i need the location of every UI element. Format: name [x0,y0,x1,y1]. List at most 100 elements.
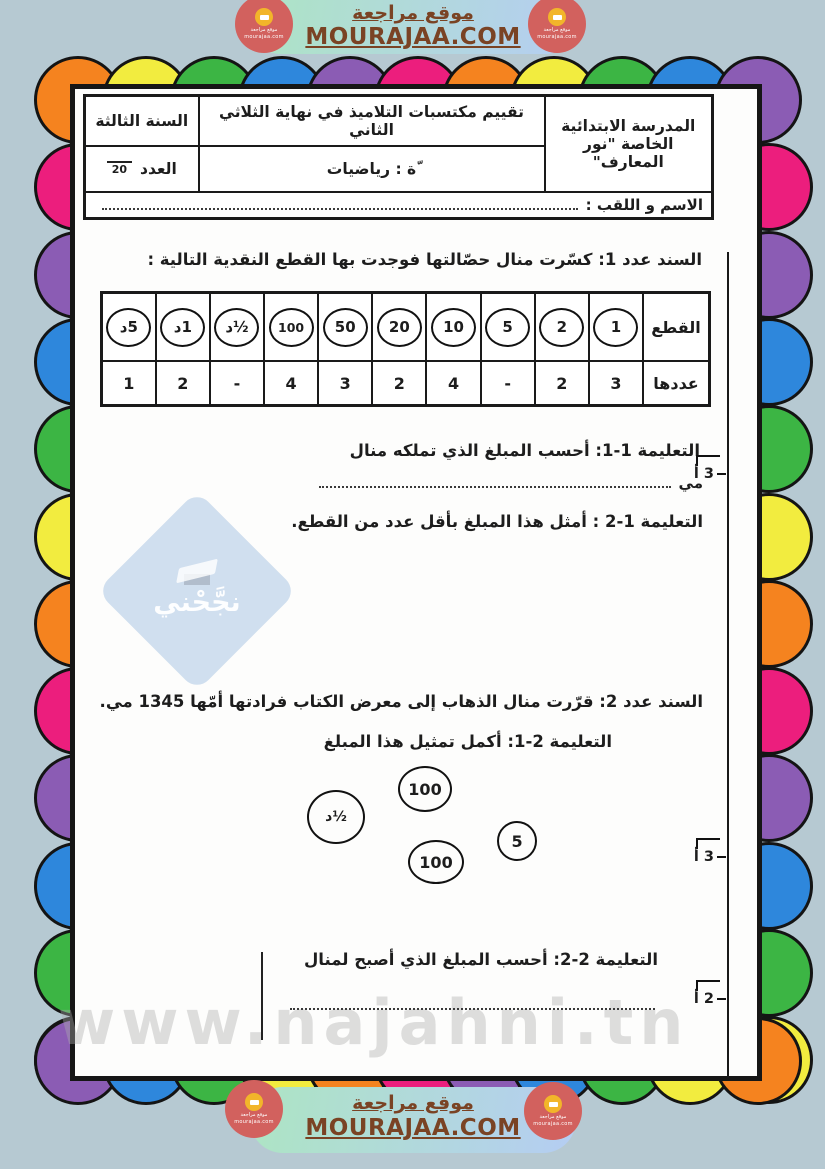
mourajaa-banner-top [247,0,579,54]
coin-cell: 5 [479,291,536,362]
logo-url-text: mourajaa.com [234,1119,274,1125]
coin-row-labels: القطع 1 2 5 10 20 50 100 ½د 1د 5د [100,291,711,362]
coins-header: القطع [642,291,711,362]
coin: 20 [376,307,422,347]
coin-count-cell: 4 [425,360,482,407]
year-cell: السنة الثالثة [83,94,200,147]
name-label: الاسم و اللقب : [585,195,703,214]
logo-url-text: mourajaa.com [244,34,284,40]
instruction-1-1: التعليمة 1-1: أحسب المبلغ الذي تملكه منا… [349,441,700,460]
coin-count-cell: - [479,360,536,407]
points-label: 3 أ [693,849,714,865]
coin-count-cell: - [208,360,266,407]
answer-unit: مي [678,474,703,492]
name-row: الاسم و اللقب : [83,190,714,220]
coin-cell: 10 [425,291,482,362]
points-marker-3: 2 أ [694,980,726,1007]
coin-100-b: 100 [408,840,464,884]
answer-blank-1 [319,485,671,488]
bracket-mark [695,455,720,466]
coin-cell: 20 [371,291,428,362]
coin: 1د [160,307,206,347]
coin-count-cell: 3 [317,360,374,407]
mourajaa-logo-top-left: موقع مراجعة mourajaa.com [235,0,293,53]
name-blank [102,207,578,210]
school-name-cell: المدرسة الابتدائية الخاصة "نور المعارف" [543,94,714,193]
coin-count-cell: 2 [371,360,428,407]
logo-arabic-text: موقع مراجعة [250,27,278,33]
dash-mark [717,473,726,475]
dash-mark [717,856,726,858]
logo-url-text: mourajaa.com [537,34,577,40]
najahni-watermark: نجَّحْني [96,490,298,692]
coin-5: 5 [497,821,537,861]
coin-cell: 1 [587,291,645,362]
eval-title-cell: تقييم مكتسبات التلاميذ في نهاية الثلاثي … [197,94,546,147]
instruction-1-2: التعليمة 1-2 : أمثل هذا المبلغ بأقل عدد … [291,512,703,531]
coin-cell: 100 [263,291,320,362]
book-icon [245,1093,263,1111]
exercise1-title: السند عدد 1: كسّرت منال حصّالتها فوجدت ب… [147,250,702,269]
instruction-2-1: التعليمة 2-1: أكمل تمثيل هذا المبلغ [323,732,612,751]
margin-line [727,252,729,1078]
pen-mark-line [261,952,263,1040]
coin-cell: 1د [154,291,211,362]
grade-label: العدد [140,159,177,178]
logo-arabic-text: موقع مراجعة [543,27,571,33]
coin: 100 [268,307,314,347]
grade-max: 20 [106,161,133,176]
grade-cell: العدد 20 [83,144,200,193]
logo-arabic-text: موقع مراجعة [240,1112,268,1118]
mourajaa-logo-bottom-right: موقع مراجعة mourajaa.com [524,1082,582,1140]
logo-arabic-text: موقع مراجعة [539,1114,567,1120]
banner-site-name-top: موقع مراجعة [352,2,474,24]
points-label: 2 أ [693,991,714,1007]
exercise2-title: السند عدد 2: قرّرت منال الذهاب إلى معرض … [99,692,703,711]
school-name-line2: الخاصة "نور المعارف" [583,134,674,171]
book-icon [548,8,566,26]
dash-mark [717,998,726,1000]
book-icon [255,8,273,26]
mourajaa-banner-bottom [250,1087,576,1153]
banner-site-name-bottom: موقع مراجعة [352,1092,474,1114]
logo-url-text: mourajaa.com [533,1121,573,1127]
banner-site-url-bottom: MOURAJAA.COM [305,1115,521,1141]
points-marker-1: 3 أ [694,455,726,482]
coin: 50 [322,307,368,347]
coin: 1 [593,307,639,347]
site-watermark: www.najahni.tn [58,986,690,1059]
coin: 10 [431,307,476,347]
instruction-2-2: التعليمة 2-2: أحسب المبلغ الذي أصبح لمنا… [303,950,658,969]
grade-fraction: 20 [106,161,133,176]
answer-blank-2 [290,994,655,1010]
subject-cell: ّة : رياضيات [197,144,546,193]
coin-cell: 50 [317,291,374,362]
bracket-mark [695,980,720,991]
coin-cell: ½د [208,291,266,362]
bracket-mark [695,838,720,849]
coin-count-cell: 4 [263,360,320,407]
coin-count-cell: 2 [533,360,590,407]
coin-count-cell: 3 [587,360,645,407]
counts-header: عددها [642,360,711,407]
answer-line-1: مي [311,474,703,492]
watermark-text: نجَّحْني [153,587,241,618]
coin: 2 [539,307,585,347]
coin: 5 [485,307,531,347]
coin-cell: 5د [100,291,157,362]
coin-half-dinar: ½د [307,790,365,844]
coin-count-cell: 1 [100,360,157,407]
points-label: 3 أ [693,466,714,482]
mourajaa-logo-top-right: موقع مراجعة mourajaa.com [528,0,586,53]
coin: 5د [106,307,152,347]
mourajaa-logo-bottom-left: موقع مراجعة mourajaa.com [225,1080,283,1138]
book-icon [544,1095,562,1113]
coin-cell: 2 [533,291,590,362]
school-name-line1: المدرسة الابتدائية [561,116,696,135]
banner-site-url-top: MOURAJAA.COM [305,24,521,50]
coin-100-a: 100 [398,766,452,812]
exam-header-table: المدرسة الابتدائية الخاصة "نور المعارف" … [83,94,714,220]
points-marker-2: 3 أ [694,838,726,865]
